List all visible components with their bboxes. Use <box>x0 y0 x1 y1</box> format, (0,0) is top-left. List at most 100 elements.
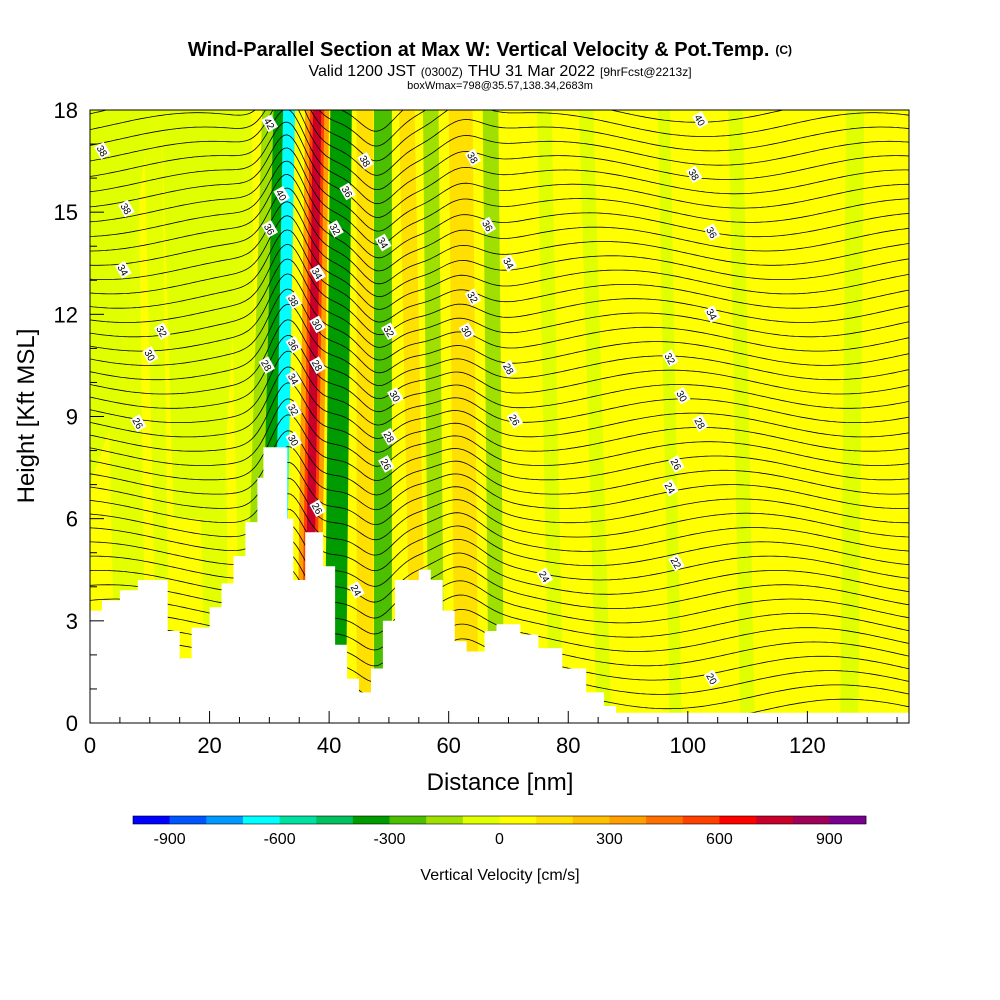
theta-label: 30 <box>673 389 688 405</box>
theta-label-group: 32 <box>661 349 679 368</box>
theta-label-bg <box>273 186 290 204</box>
theta-label-bg <box>668 455 685 473</box>
theta-contour-line <box>90 288 909 374</box>
colorbar <box>132 815 867 825</box>
theta-label: 32 <box>380 324 395 340</box>
theta-contour-line <box>90 201 909 298</box>
field-background-band <box>161 110 246 519</box>
theta-label-group: 26 <box>667 455 685 473</box>
theta-label-group: 36 <box>703 223 721 242</box>
x-axis-label: Distance [nm] <box>427 769 574 796</box>
theta-label-group: 32 <box>464 288 482 306</box>
theta-label-bg <box>703 223 721 242</box>
theta-label: 34 <box>285 372 300 388</box>
theta-label: 26 <box>309 501 324 517</box>
theta-label-bg <box>285 369 302 388</box>
theta-label-bg <box>464 288 482 306</box>
vertical-velocity-band-10 <box>422 110 445 723</box>
theta-label-group: 32 <box>380 322 398 340</box>
theta-label: 28 <box>500 362 515 378</box>
theta-label-bg <box>309 315 326 334</box>
chart-title-text: Wind-Parallel Section at Max W: Vertical… <box>188 39 769 61</box>
chart-title: Wind-Parallel Section at Max W: Vertical… <box>188 39 792 61</box>
colorbar-swatch-6 <box>352 816 390 824</box>
chart-title-mark: (C) <box>775 43 792 57</box>
theta-label: 34 <box>703 307 718 323</box>
theta-label-group: 30 <box>309 315 326 334</box>
theta-contour-line <box>90 508 909 572</box>
theta-contour-line <box>90 187 909 285</box>
theta-label-bg <box>536 567 553 586</box>
theta-contour-line <box>90 243 909 336</box>
plot-area: 4240383836343230263836343230283432363830… <box>90 110 909 723</box>
theta-label-group: 30 <box>673 387 691 405</box>
theta-label-group: 24 <box>536 567 553 586</box>
theta-label-bg <box>691 111 709 129</box>
colorbar-swatch-2 <box>206 816 244 824</box>
colorbar-swatch-8 <box>426 816 464 824</box>
colorbar-swatch-13 <box>609 816 647 824</box>
theta-label: 38 <box>285 294 300 310</box>
theta-label-bg <box>703 669 721 688</box>
theta-label-group: 32 <box>153 322 171 340</box>
theta-label-bg <box>129 414 147 432</box>
colorbar-swatch-7 <box>389 816 427 824</box>
theta-label-group: 32 <box>327 220 344 238</box>
theta-label-group: 40 <box>691 111 709 129</box>
theta-contour-line <box>90 173 909 272</box>
theta-contour-line <box>90 446 909 511</box>
theta-label-group: 32 <box>285 400 302 419</box>
theta-label-bg <box>381 322 398 340</box>
theta-label-group: 30 <box>141 346 159 364</box>
theta-label-bg <box>309 264 326 283</box>
theta-label-bg <box>662 349 679 368</box>
theta-label: 30 <box>386 389 401 405</box>
colorbar-swatch-0 <box>133 816 170 824</box>
theta-label-bg <box>339 182 356 201</box>
theta-label-bg <box>357 152 374 170</box>
theta-label: 36 <box>261 222 276 238</box>
colorbar-swatch-19 <box>829 816 867 824</box>
theta-label-bg <box>668 553 685 572</box>
colorbar-label: Vertical Velocity [cm/s] <box>420 867 579 884</box>
theta-label-group: 38 <box>357 152 374 170</box>
theta-label: 42 <box>261 117 276 133</box>
theta-label-group: 36 <box>339 182 356 201</box>
colorbar-swatch-3 <box>242 816 280 824</box>
theta-label-bg <box>285 400 302 419</box>
colorbar-ticks: -900 -600 -300 0 300 600 900 <box>154 831 843 848</box>
theta-label-group: 36 <box>285 335 302 354</box>
theta-label-group: 34 <box>285 369 302 388</box>
colorbar-tick-label: -300 <box>374 831 406 848</box>
theta-label-group: 34 <box>374 233 392 252</box>
x-tick-label: 100 <box>669 733 706 758</box>
theta-contours <box>90 110 909 723</box>
chart-subtitle: Valid 1200 JST (0300Z) THU 31 Mar 2022 [9hr… <box>308 63 691 80</box>
y-tick-label: 0 <box>66 711 78 736</box>
theta-label-bg <box>691 414 709 432</box>
vertical-velocity-band-16 <box>728 110 755 723</box>
theta-contour-line <box>90 215 909 310</box>
colorbar-swatch-9 <box>462 816 500 824</box>
x-tick-label: 60 <box>436 733 460 758</box>
theta-label-bg <box>375 233 392 252</box>
theta-label: 26 <box>667 457 682 473</box>
theta-label: 34 <box>114 263 129 279</box>
colorbar-swatch-5 <box>316 816 354 824</box>
colorbar-swatch-14 <box>646 816 684 824</box>
theta-label-group: 40 <box>273 186 290 204</box>
theta-label-group: 34 <box>309 264 326 283</box>
theta-label-bg <box>327 220 344 238</box>
theta-label-bg <box>141 346 159 364</box>
theta-contour-line <box>90 147 909 245</box>
x-tick-label: 80 <box>556 733 580 758</box>
theta-label-bg <box>381 427 398 446</box>
colorbar-swatch-16 <box>719 816 757 824</box>
theta-label-bg <box>309 356 326 374</box>
theta-contour-line <box>90 477 909 541</box>
vertical-velocity-band-12 <box>482 110 505 723</box>
colorbar-swatch-1 <box>169 816 207 824</box>
theta-label-group: 34 <box>703 305 721 323</box>
